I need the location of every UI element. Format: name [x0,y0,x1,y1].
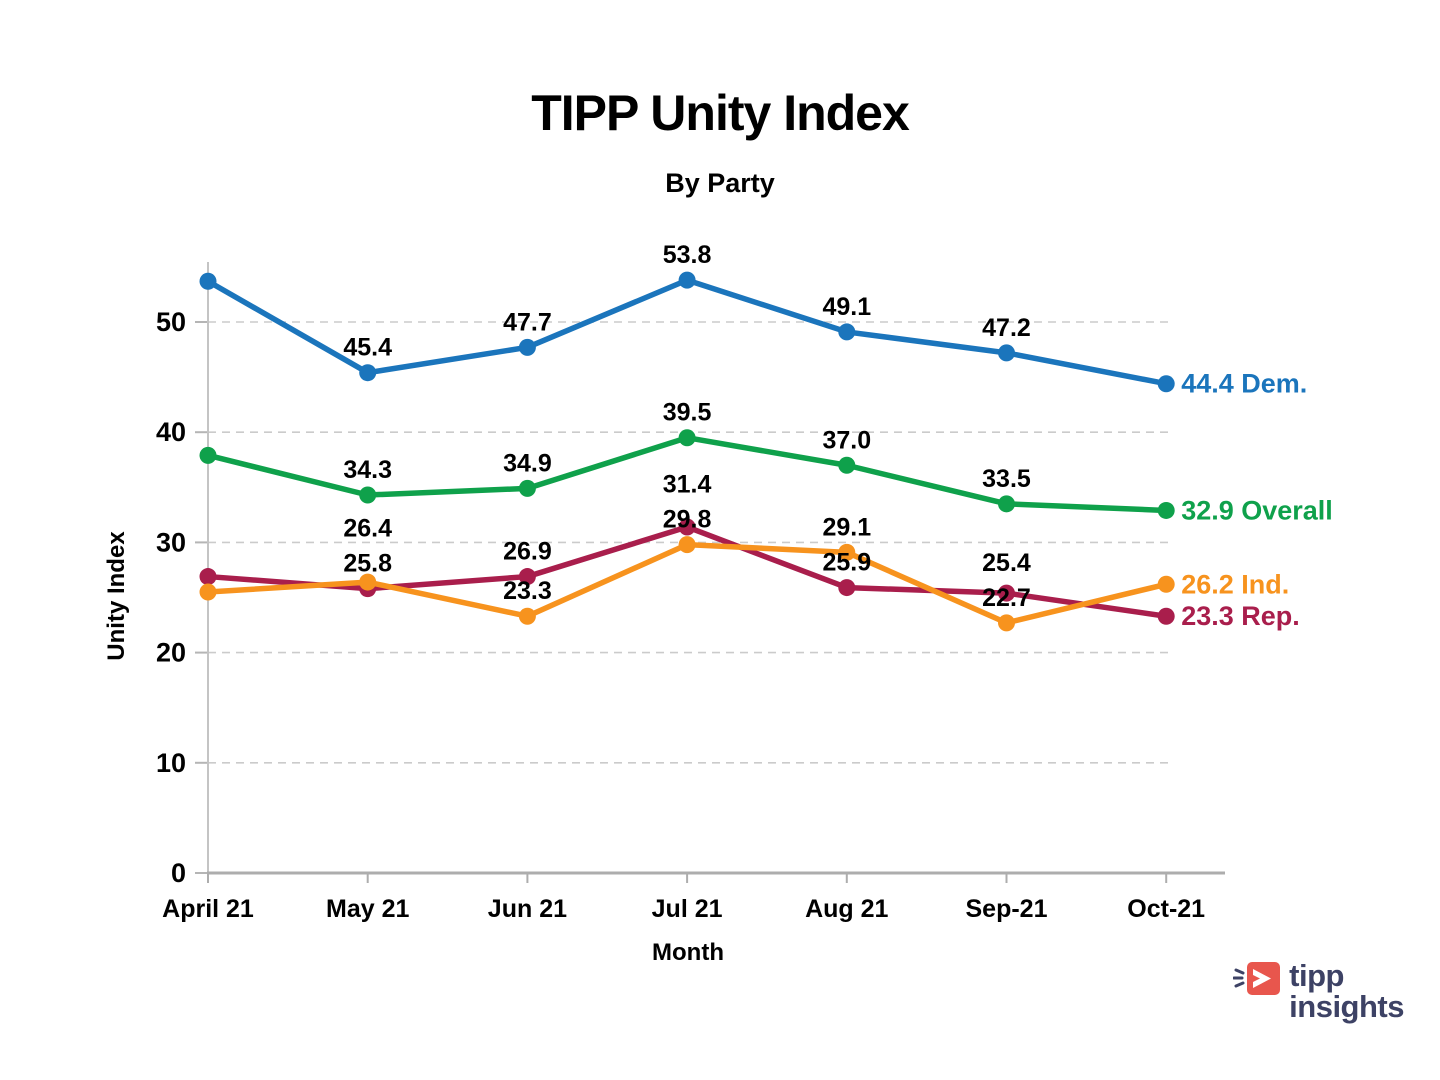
y-tick-label: 20 [156,638,186,668]
x-tick-label: Sep-21 [966,895,1048,923]
chart-title: TIPP Unity Index [531,85,910,141]
tipp-arrow-icon [1233,962,1281,996]
data-point-dem [199,272,217,290]
data-label: 29.8 [663,506,712,534]
data-point-overall [199,446,217,464]
data-point-dem [1157,375,1175,393]
series-end-label-overall: 32.9 Overall [1181,495,1333,525]
y-tick-label: 0 [171,858,186,888]
data-label: 25.4 [982,549,1031,577]
x-tick-label: April 21 [162,895,254,923]
data-label: 26.4 [343,515,392,543]
data-point-ind [518,607,536,625]
data-label: 31.4 [663,471,712,499]
y-tick-label: 40 [156,417,186,447]
data-point-rep [998,584,1015,602]
series-end-label-dem: 44.4 Dem. [1181,369,1307,399]
x-tick-label: Jun 21 [488,895,567,923]
data-point-rep [1157,607,1175,625]
data-point-rep [518,568,536,586]
data-label: 37.0 [822,426,871,454]
y-axis-title: Unity Index [103,531,130,661]
y-tick-label: 50 [156,307,186,337]
data-label: 34.9 [503,449,552,477]
data-point-rep [199,568,217,586]
data-label: 33.5 [982,465,1031,493]
data-point-overall [359,486,377,504]
data-label: 47.7 [503,308,552,336]
data-label: 34.3 [343,456,392,484]
data-point-ind [838,543,856,561]
data-label: 22.7 [982,584,1031,612]
data-label: 25.9 [822,549,871,577]
tipp-insights-logo: tipp insights [1233,958,1404,1024]
data-point-ind [199,583,217,601]
x-tick-label: May 21 [326,895,409,923]
data-point-overall [518,479,536,497]
data-point-ind [359,573,377,591]
data-point-dem [838,323,856,341]
data-label: 25.8 [343,550,392,578]
y-tick-label: 10 [156,748,186,778]
data-point-overall [678,429,696,447]
data-point-dem [678,271,696,289]
data-point-dem [998,344,1015,362]
data-label: 23.3 [503,577,552,605]
y-tick-label: 30 [156,527,186,557]
x-tick-label: Jul 21 [652,895,723,923]
logo-wordmark: tipp insights [1289,958,1404,1024]
series-end-label-rep: 23.3 Rep. [1181,601,1300,631]
data-label: 53.8 [663,241,712,269]
chart-subtitle: By Party [665,168,775,198]
x-tick-label: Aug 21 [805,895,888,923]
data-label: 29.1 [822,513,871,541]
data-point-overall [1157,501,1175,519]
data-point-dem [359,364,377,382]
data-label: 26.9 [503,538,552,566]
data-point-overall [998,495,1015,513]
data-point-ind [1157,575,1175,593]
logo-word-tipp: tipp [1289,958,1344,994]
data-label: 45.4 [343,334,392,362]
logo-word-insights: insights [1289,988,1404,1024]
data-label: 47.2 [982,314,1031,342]
x-tick-label: Oct-21 [1127,895,1205,923]
series-end-label-ind: 26.2 Ind. [1181,569,1289,599]
data-label: 39.5 [663,399,712,427]
data-point-rep [838,579,856,597]
data-point-ind [678,536,696,554]
data-point-rep [678,518,696,536]
x-axis-title: Month [652,939,724,966]
data-point-overall [838,456,856,474]
data-point-ind [998,614,1015,632]
data-label: 49.1 [822,293,871,321]
data-point-dem [518,338,536,356]
